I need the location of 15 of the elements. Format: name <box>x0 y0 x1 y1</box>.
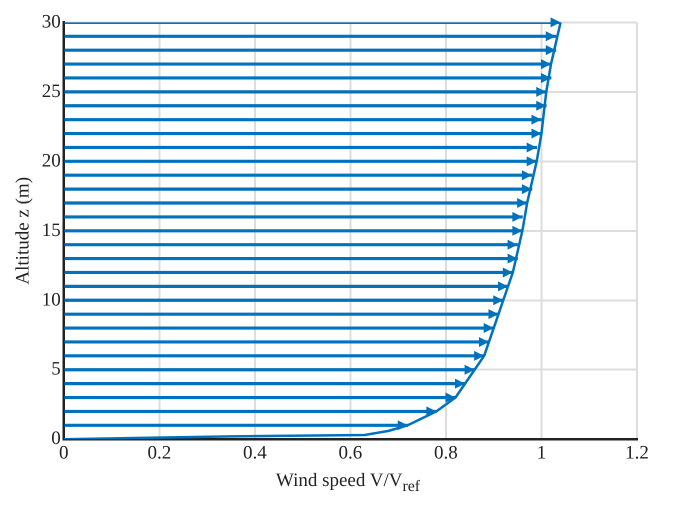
y-tick-label: 25 <box>42 80 61 102</box>
x-tick-label: 0.8 <box>434 442 458 464</box>
x-tick-label: 1.2 <box>625 442 649 464</box>
x-tick-label: 0.6 <box>338 442 362 464</box>
y-tick-label: 30 <box>42 11 61 32</box>
x-tick-label: 0.2 <box>147 442 172 464</box>
y-tick-label: 20 <box>42 150 61 172</box>
y-tick-label: 15 <box>42 220 61 241</box>
y-tick-label: 10 <box>42 289 61 310</box>
y-tick-label: 5 <box>51 358 61 380</box>
x-axis-title: Wind speed V/V$_{ref}$ <box>274 470 422 496</box>
x-tick-label: 0.4 <box>242 442 268 464</box>
y-tick-label: 0 <box>51 428 61 450</box>
y-axis-title: Altitude z (m) <box>12 176 34 285</box>
x-tick-label: 1 <box>536 442 546 464</box>
